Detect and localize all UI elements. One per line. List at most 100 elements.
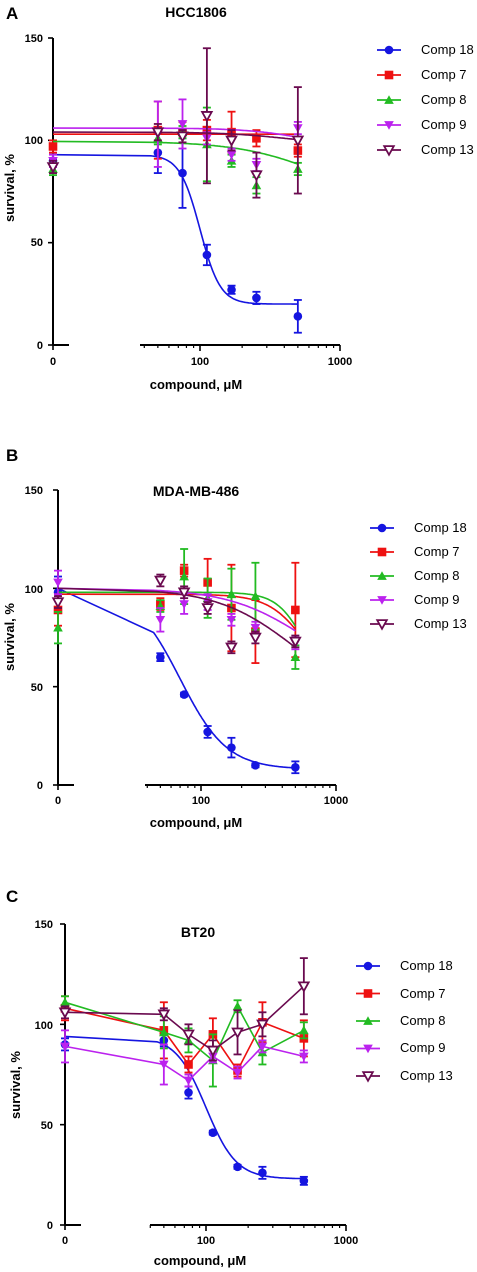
legend-label: Comp 9 (421, 117, 467, 132)
data-point (377, 571, 387, 580)
legend-item: Comp 9 (370, 592, 460, 607)
data-point (227, 285, 236, 295)
legend-label: Comp 13 (400, 1068, 453, 1083)
data-point (206, 1045, 220, 1058)
data-point (182, 1029, 195, 1042)
y-axis-label: survival, % (2, 603, 17, 671)
data-point (299, 1025, 309, 1035)
legend: Comp 18 Comp 7 Comp 8 Comp 9 Comp 13 (356, 958, 453, 1083)
data-point (382, 145, 396, 157)
data-point (293, 312, 303, 321)
data-point (375, 619, 389, 631)
legend-item: Comp 18 (370, 520, 467, 535)
x-tick-label: 0 (55, 795, 61, 807)
data-point (249, 632, 262, 645)
data-point (183, 1076, 194, 1086)
data-point (51, 597, 65, 609)
data-point (363, 989, 373, 998)
fit-curve (64, 985, 305, 1052)
x-axis-label: compound, μM (154, 1253, 246, 1268)
data-point (226, 150, 237, 160)
legend-item: Comp 7 (356, 986, 446, 1001)
fit-curve (52, 140, 299, 165)
legend-label: Comp 18 (400, 958, 453, 973)
data-point (157, 1009, 171, 1021)
data-point (177, 587, 191, 599)
data-point (179, 571, 189, 581)
x-ticks: 0 100 1000 (50, 356, 352, 368)
data-point (299, 1176, 309, 1186)
series (58, 957, 311, 1062)
y-tick-label: 0 (37, 780, 43, 792)
data-point (377, 547, 387, 557)
y-ticks: 0 50 100 150 (25, 33, 43, 352)
data-point (177, 120, 188, 129)
data-point (176, 131, 189, 143)
y-tick-label: 150 (35, 919, 53, 931)
panel-letter: B (6, 446, 18, 465)
legend-label: Comp 18 (414, 520, 467, 535)
panel-a: A HCC1806 survival, % compound, μM 0 50 … (2, 4, 474, 392)
data-point (184, 1088, 193, 1097)
y-tick-label: 0 (37, 340, 43, 352)
legend-item: Comp 7 (370, 544, 460, 559)
x-tick-label: 0 (62, 1235, 68, 1247)
data-point (225, 135, 238, 147)
data-point (202, 250, 212, 260)
x-tick-label: 100 (191, 356, 209, 368)
data-point (233, 1162, 242, 1172)
data-point (256, 1019, 269, 1031)
data-point (232, 1001, 243, 1011)
data-point (178, 168, 187, 178)
data-point (203, 727, 212, 737)
fit-curve (52, 131, 298, 141)
data-point (60, 997, 70, 1007)
data-point (151, 127, 165, 139)
data-point (208, 1128, 218, 1137)
data-point (384, 95, 394, 104)
x-tick-label: 1000 (328, 356, 352, 368)
data-point (159, 1060, 169, 1070)
data-point (232, 1068, 243, 1078)
data-point (251, 761, 260, 770)
fit-curve (52, 153, 298, 305)
legend-item: Comp 18 (356, 958, 453, 973)
data-point (299, 1052, 309, 1062)
y-ticks: 0 50 100 150 (35, 919, 53, 1232)
data-point (291, 763, 300, 772)
series (53, 575, 300, 775)
series (48, 131, 303, 334)
x-tick-label: 0 (50, 356, 56, 368)
data-point (290, 652, 301, 662)
y-tick-label: 100 (25, 584, 43, 596)
data-point (226, 589, 237, 599)
data-point (200, 111, 214, 123)
data-point (53, 605, 63, 615)
data-point (377, 523, 387, 533)
data-point (252, 133, 261, 143)
y-tick-label: 0 (47, 1220, 53, 1232)
panel-c: C BT20 survival, % compound, μM 0 50 100… (6, 887, 453, 1268)
panel-b: B MDA-MB-486 survival, % compound, μM 0 … (2, 446, 467, 830)
fit-curve (57, 587, 296, 769)
y-tick-label: 100 (25, 135, 43, 147)
series (60, 995, 309, 1088)
legend-item: Comp 8 (356, 1013, 446, 1028)
data-point (291, 605, 300, 615)
series (53, 548, 301, 670)
plot-area (46, 37, 341, 351)
data-point (250, 623, 261, 633)
plot-area (58, 923, 347, 1231)
series (51, 573, 302, 655)
data-point (225, 642, 238, 654)
data-point (226, 615, 237, 625)
y-tick-label: 50 (31, 682, 43, 694)
data-point (250, 591, 261, 601)
data-point (291, 135, 305, 147)
data-point (384, 70, 394, 80)
data-point (384, 45, 394, 55)
x-ticks: 0 100 1000 (55, 795, 348, 807)
x-tick-label: 1000 (334, 1235, 358, 1247)
x-ticks: 0 100 1000 (62, 1235, 358, 1247)
